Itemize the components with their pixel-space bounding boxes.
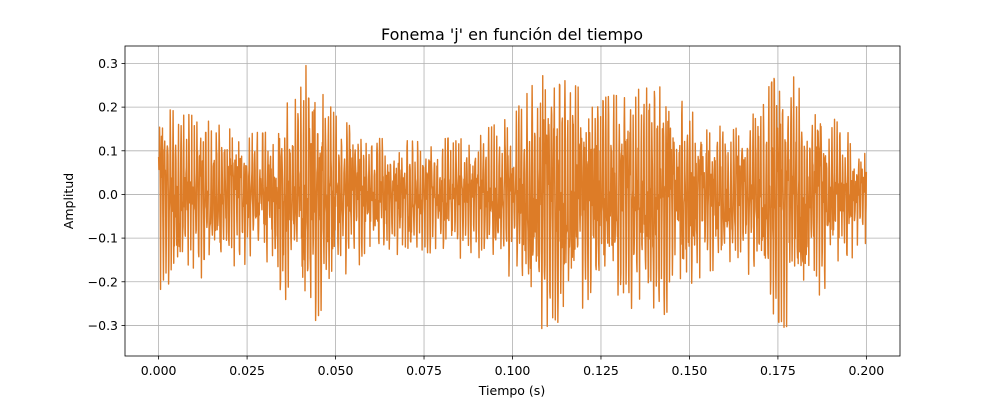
y-tick-label: 0.3: [98, 56, 118, 71]
series-layer: [157, 64, 868, 330]
y-tick-label: 0.0: [98, 187, 118, 202]
x-tick-label: 0.050: [318, 363, 354, 378]
y-axis-label: Amplitud: [61, 173, 76, 229]
x-tick-label: 0.125: [583, 363, 619, 378]
x-tick-label: 0.100: [495, 363, 531, 378]
y-tick-label: −0.1: [88, 231, 118, 246]
y-tick-label: −0.3: [88, 318, 118, 333]
x-tick-label: 0.200: [848, 363, 884, 378]
x-tick-label: 0.000: [141, 363, 177, 378]
y-axis-ticks: −0.3 −0.2 −0.1 0.0 0.1 0.2 0.3: [88, 56, 125, 333]
x-tick-label: 0.075: [406, 363, 442, 378]
x-axis-ticks: 0.000 0.025 0.050 0.075 0.100 0.125 0.150 0.175…: [141, 356, 884, 378]
y-tick-label: −0.2: [88, 274, 118, 289]
chart-title: Fonema 'j' en función del tiempo: [381, 25, 643, 44]
x-tick-label: 0.175: [760, 363, 796, 378]
y-tick-label: 0.1: [98, 143, 118, 158]
x-tick-label: 0.025: [229, 363, 265, 378]
x-axis-label: Tiempo (s): [478, 383, 545, 398]
x-tick-label: 0.150: [672, 363, 708, 378]
y-tick-label: 0.2: [98, 100, 118, 115]
signal-series-line: [157, 64, 868, 330]
